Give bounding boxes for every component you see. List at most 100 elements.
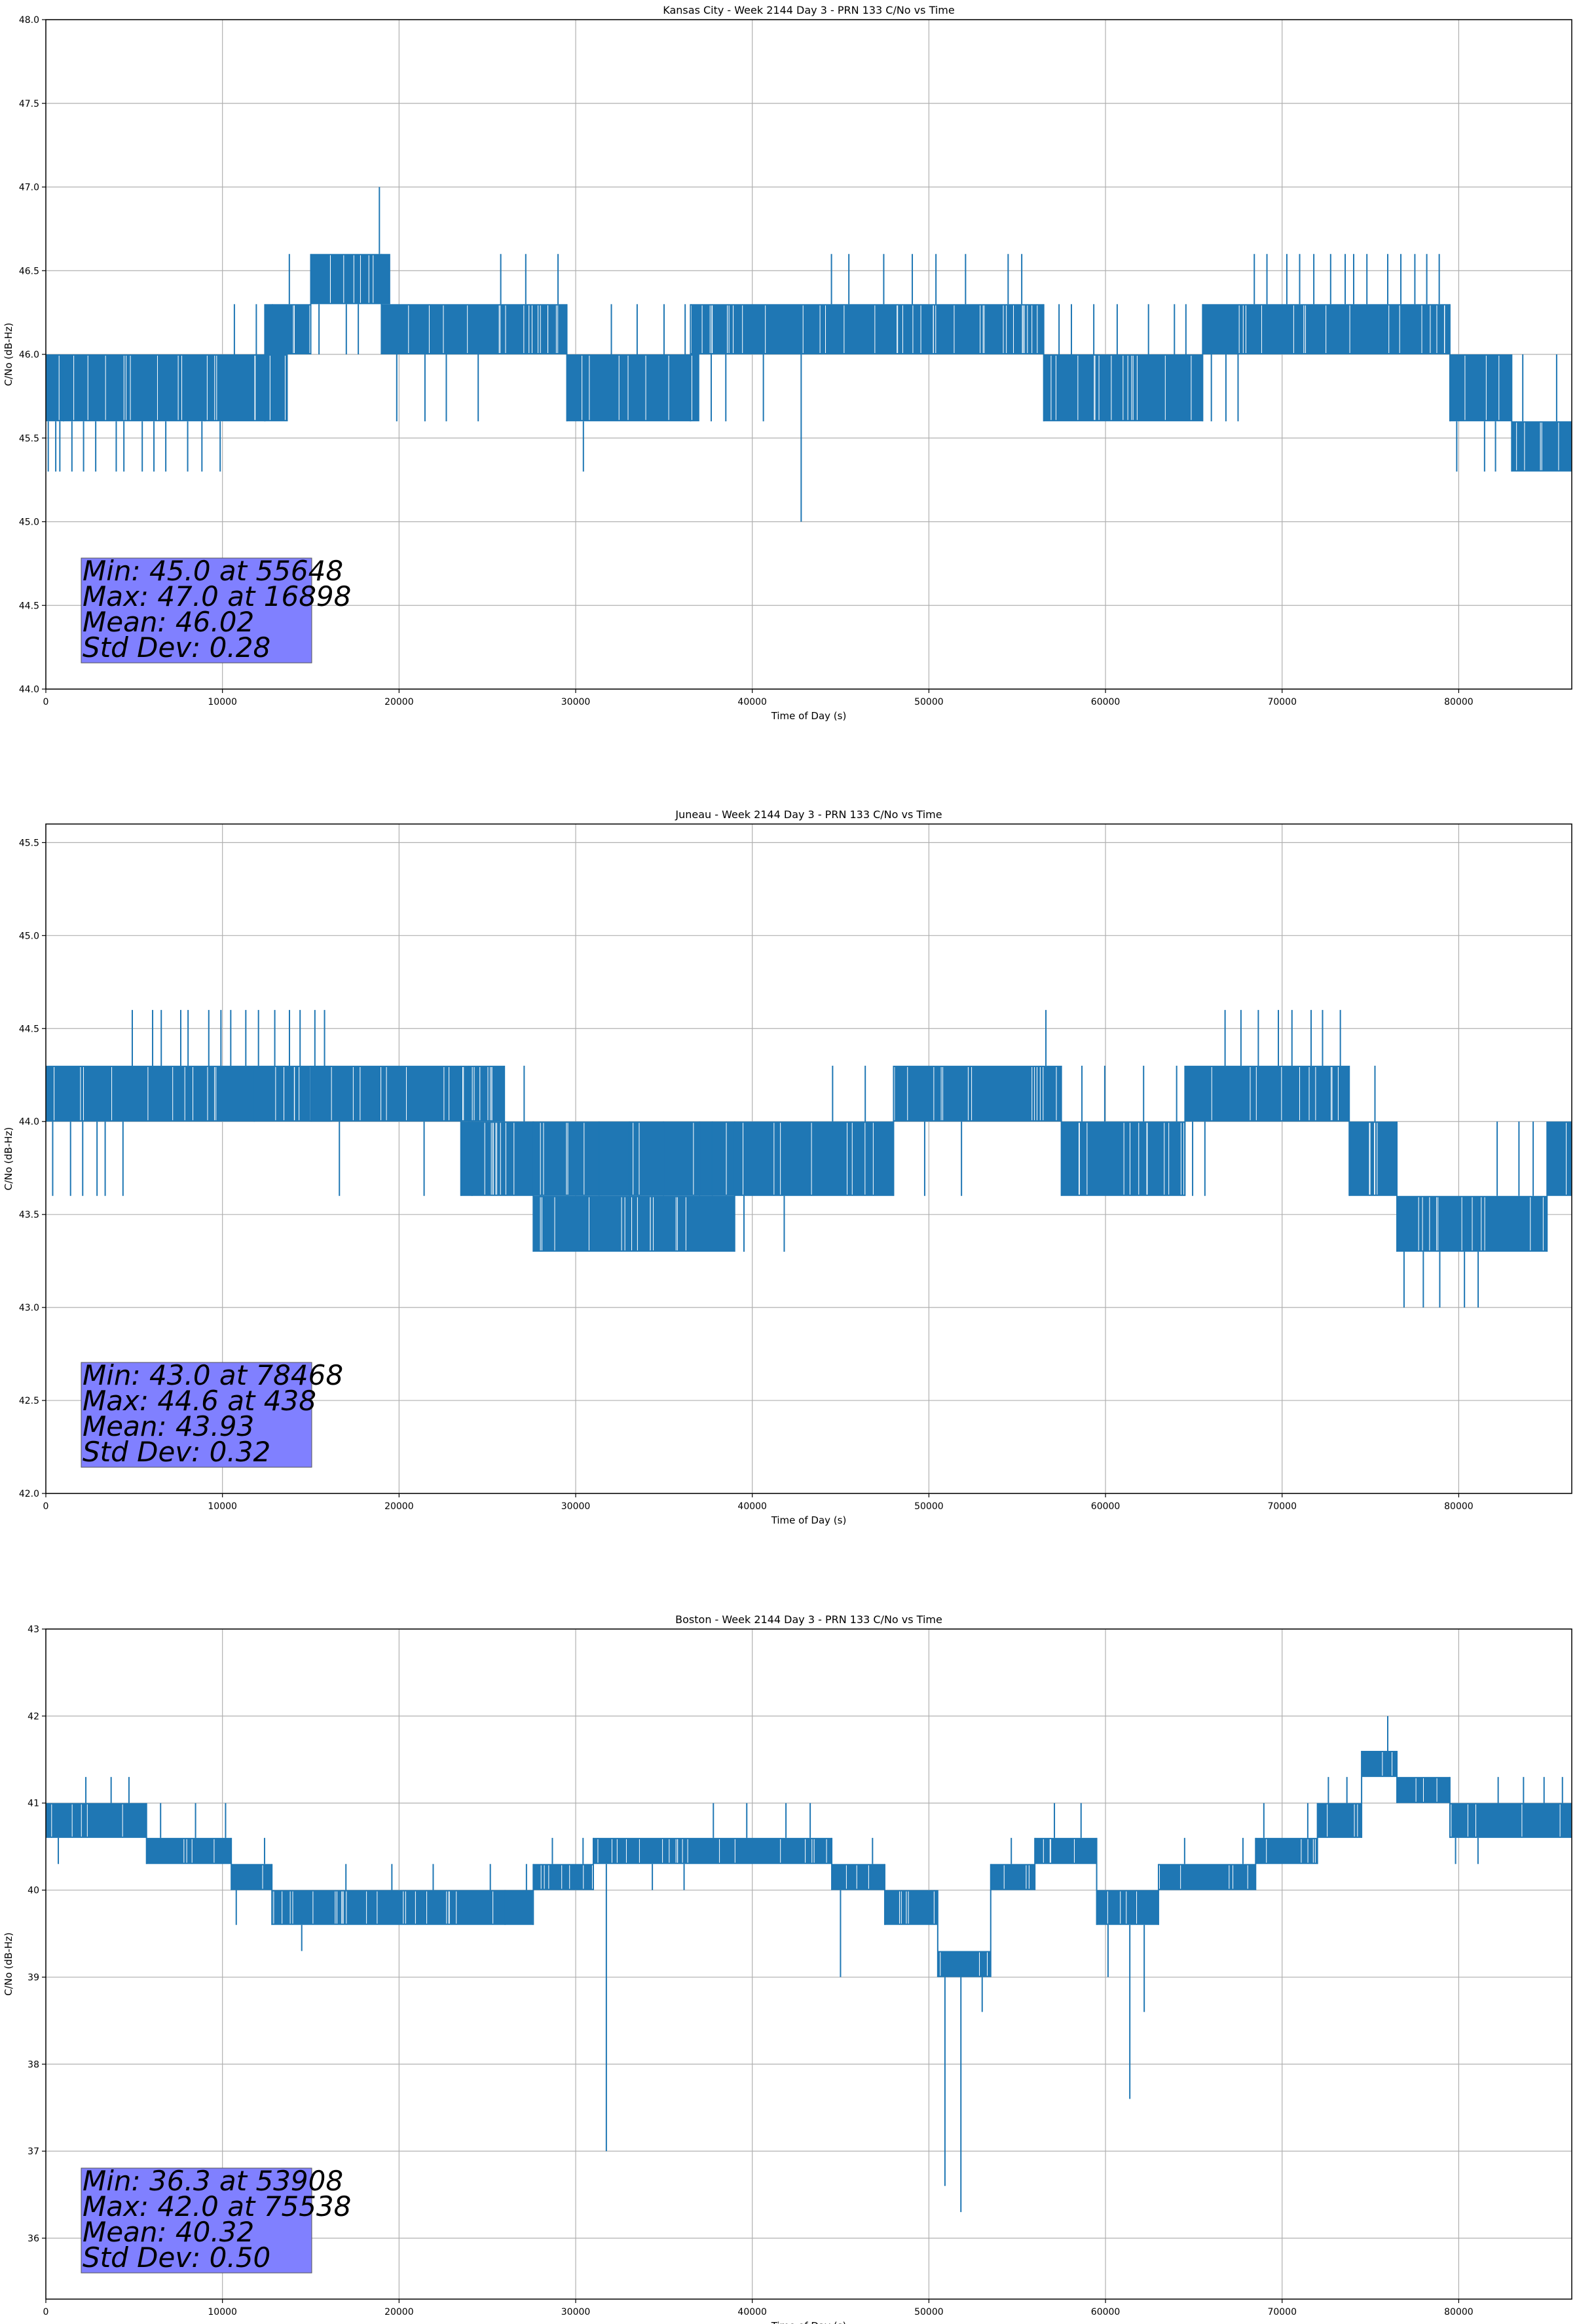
x-tick-label: 0 [43, 2307, 49, 2317]
series-band [146, 1837, 232, 1864]
x-tick-label: 80000 [1444, 2307, 1474, 2317]
x-tick-label: 40000 [737, 2307, 767, 2317]
y-tick-label: 46.5 [19, 266, 39, 276]
series-band [990, 1864, 1035, 1890]
x-tick-label: 30000 [561, 697, 591, 707]
series-band [310, 253, 390, 305]
series-band [381, 304, 567, 354]
y-tick-label: 45.0 [19, 931, 39, 941]
y-tick-label: 44.0 [19, 684, 39, 695]
stats-box-bg [81, 557, 312, 664]
series-band [1362, 1751, 1398, 1777]
x-tick-label: 60000 [1091, 2307, 1121, 2317]
x-tick-label: 0 [43, 1501, 49, 1512]
stats-min: Min: 43.0 at 78468 [83, 1359, 343, 1391]
x-tick-label: 70000 [1267, 697, 1297, 707]
series-band [46, 354, 64, 422]
series-band [204, 354, 288, 422]
x-axis-label: Time of Day (s) [771, 710, 847, 722]
y-tick-label: 46.0 [19, 350, 39, 360]
series [46, 1009, 1572, 1308]
series-band [46, 1803, 147, 1838]
series-band [1061, 1121, 1185, 1196]
y-tick-label: 47.5 [19, 99, 39, 109]
chart-title: Juneau - Week 2144 Day 3 - PRN 133 C/No … [675, 808, 942, 821]
series-band [937, 1951, 991, 1977]
y-tick-label: 44.0 [19, 1117, 39, 1127]
y-tick-label: 42 [28, 1712, 39, 1722]
stats-max: Max: 42.0 at 75538 [83, 2190, 351, 2222]
y-axis-label: C/No (dB-Hz) [3, 323, 14, 386]
x-tick-label: 30000 [561, 1501, 591, 1512]
stats-max: Max: 44.6 at 438 [83, 1385, 316, 1417]
x-tick-label: 50000 [914, 697, 944, 707]
stats-mean: Mean: 46.02 [83, 606, 254, 638]
x-tick-label: 20000 [384, 697, 414, 707]
x-tick-label: 70000 [1267, 1501, 1297, 1512]
stats-std: Std Dev: 0.32 [83, 1436, 270, 1468]
stats-std: Std Dev: 0.50 [83, 2241, 270, 2274]
y-tick-label: 41 [28, 1799, 39, 1809]
series-band [533, 1195, 735, 1252]
series [46, 1715, 1572, 2213]
x-tick-label: 20000 [384, 2307, 414, 2317]
chart-1: Juneau - Week 2144 Day 3 - PRN 133 C/No … [3, 808, 1572, 1526]
series-band [1096, 1890, 1159, 1925]
series-band [884, 1890, 938, 1925]
y-tick-label: 36 [28, 2234, 39, 2244]
axes-frame [45, 19, 1572, 690]
series-band [63, 354, 205, 422]
series-band [272, 1890, 506, 1925]
series [46, 187, 1572, 522]
y-tick-label: 44.5 [19, 1024, 39, 1034]
y-tick-label: 38 [28, 2059, 39, 2070]
x-tick-label: 60000 [1091, 697, 1121, 707]
y-tick-label: 37 [28, 2146, 39, 2157]
y-tick-label: 45.5 [19, 434, 39, 444]
series-band [832, 1864, 885, 1890]
series-band [310, 1066, 506, 1122]
series-band [533, 1121, 735, 1196]
x-tick-label: 50000 [914, 2307, 944, 2317]
x-axis-label: Time of Day (s) [771, 2320, 847, 2324]
series-band [893, 1066, 1062, 1122]
stats-std: Std Dev: 0.28 [83, 631, 270, 664]
series-band [1317, 1803, 1362, 1838]
y-axis-label: C/No (dB-Hz) [3, 1127, 14, 1191]
series-band [533, 1864, 593, 1890]
x-tick-label: 80000 [1444, 697, 1474, 707]
y-tick-label: 43.5 [19, 1210, 39, 1220]
stats-mean: Mean: 40.32 [83, 2216, 254, 2248]
stats-box-bg [81, 2167, 312, 2274]
stats-mean: Mean: 43.93 [83, 1410, 254, 1442]
stats-max: Max: 47.0 at 16898 [83, 580, 351, 612]
y-axis-label: C/No (dB-Hz) [3, 1932, 14, 1996]
series-band [505, 1890, 534, 1925]
series-band [1255, 1837, 1318, 1864]
series-band [231, 1864, 272, 1890]
series-band [1185, 1066, 1350, 1122]
stats-min: Min: 36.3 at 53908 [83, 2165, 343, 2197]
series-band [1349, 1121, 1398, 1196]
x-tick-label: 80000 [1444, 1501, 1474, 1512]
series-band [46, 1066, 255, 1122]
series-band [1449, 354, 1512, 422]
x-tick-label: 70000 [1267, 2307, 1297, 2317]
y-tick-label: 45.5 [19, 838, 39, 848]
x-axis-label: Time of Day (s) [771, 1514, 847, 1526]
y-tick-label: 42.5 [19, 1396, 39, 1406]
y-tick-label: 39 [28, 1972, 39, 1983]
y-tick-label: 44.5 [19, 601, 39, 611]
x-tick-label: 10000 [208, 1501, 237, 1512]
x-tick-label: 40000 [737, 1501, 767, 1512]
series-band [265, 304, 311, 354]
y-tick-label: 47.0 [19, 183, 39, 193]
y-tick-label: 40 [28, 1886, 39, 1896]
x-tick-label: 50000 [914, 1501, 944, 1512]
series-band [566, 354, 699, 422]
x-tick-label: 20000 [384, 1501, 414, 1512]
